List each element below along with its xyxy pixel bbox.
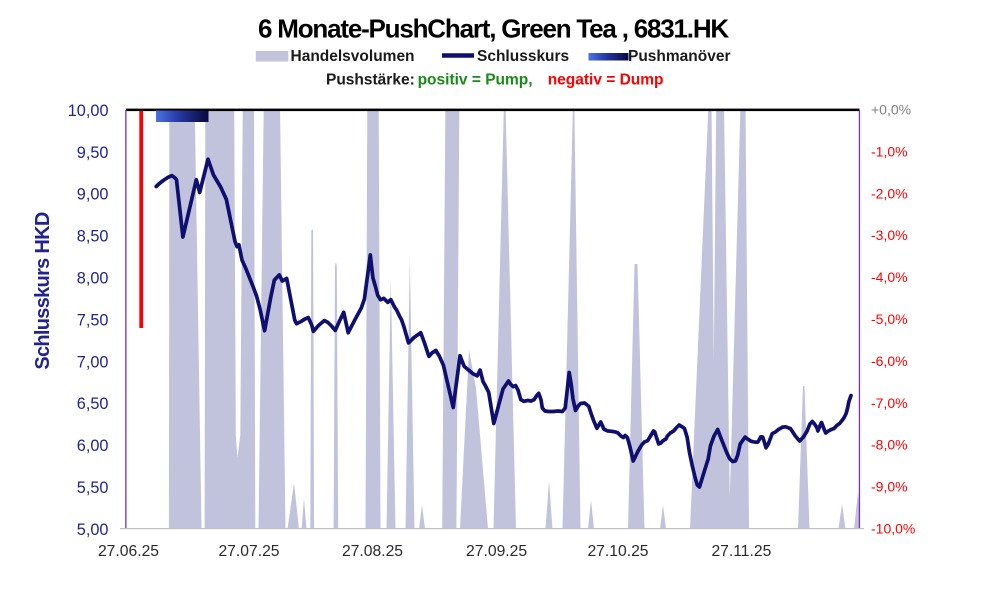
svg-text:6 Monate-PushChart, Green Tea: 6 Monate-PushChart, Green Tea , 6831.HK bbox=[258, 14, 729, 44]
svg-text:-9,0%: -9,0% bbox=[871, 479, 908, 495]
svg-text:7,00: 7,00 bbox=[77, 353, 109, 371]
svg-text:-10,0%: -10,0% bbox=[871, 521, 915, 537]
svg-text:27.09.25: 27.09.25 bbox=[466, 543, 527, 560]
svg-text:-8,0%: -8,0% bbox=[871, 437, 908, 453]
svg-text:Pushmanöver: Pushmanöver bbox=[628, 48, 731, 65]
svg-text:-7,0%: -7,0% bbox=[871, 395, 908, 411]
svg-text:27.06.25: 27.06.25 bbox=[98, 543, 159, 560]
svg-text:27.07.25: 27.07.25 bbox=[218, 543, 279, 560]
svg-text:8,00: 8,00 bbox=[77, 270, 109, 288]
svg-text:Handelsvolumen: Handelsvolumen bbox=[291, 48, 415, 65]
svg-text:-5,0%: -5,0% bbox=[871, 311, 908, 327]
svg-text:27.08.25: 27.08.25 bbox=[342, 543, 403, 560]
svg-text:-6,0%: -6,0% bbox=[871, 353, 908, 369]
svg-text:7,50: 7,50 bbox=[77, 311, 109, 329]
svg-text:5,50: 5,50 bbox=[77, 479, 109, 497]
svg-text:+0,0%: +0,0% bbox=[871, 102, 911, 118]
svg-text:-1,0%: -1,0% bbox=[871, 143, 908, 159]
svg-text:8,50: 8,50 bbox=[77, 228, 109, 246]
svg-text:10,00: 10,00 bbox=[68, 102, 109, 120]
svg-text:-4,0%: -4,0% bbox=[871, 269, 908, 285]
svg-text:-2,0%: -2,0% bbox=[871, 185, 908, 201]
svg-text:-3,0%: -3,0% bbox=[871, 227, 908, 243]
svg-text:5,00: 5,00 bbox=[77, 521, 109, 539]
svg-text:Schlusskurs HKD: Schlusskurs HKD bbox=[32, 212, 54, 370]
svg-text:Pushstärke:: Pushstärke: bbox=[326, 72, 415, 89]
svg-text:positiv = Pump,: positiv = Pump, bbox=[418, 72, 533, 89]
svg-text:9,50: 9,50 bbox=[77, 144, 109, 162]
svg-text:27.11.25: 27.11.25 bbox=[711, 543, 771, 560]
svg-text:27.10.25: 27.10.25 bbox=[587, 543, 648, 560]
svg-text:negativ = Dump: negativ = Dump bbox=[548, 72, 664, 89]
svg-text:9,00: 9,00 bbox=[77, 186, 109, 204]
svg-text:6,50: 6,50 bbox=[77, 395, 109, 413]
svg-text:Schlusskurs: Schlusskurs bbox=[477, 48, 569, 65]
svg-text:6,00: 6,00 bbox=[77, 437, 109, 455]
